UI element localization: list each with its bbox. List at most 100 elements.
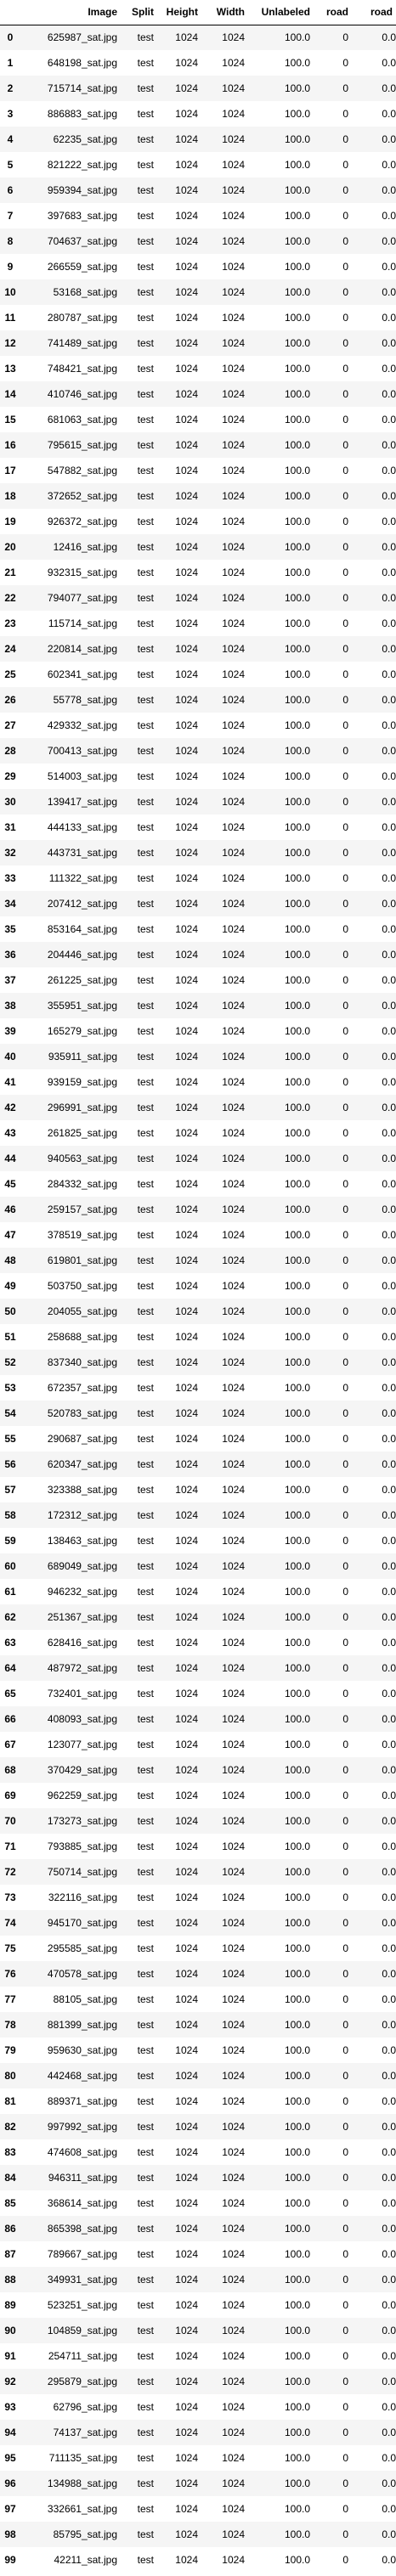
cell-width: 1024 [222, 719, 245, 731]
cell-unlabeled: 100.0 [284, 1662, 310, 1674]
cell-road: 0 [342, 1382, 348, 1394]
cell-unlabeled: 100.0 [284, 133, 310, 145]
cell-unlabeled: 100.0 [284, 1611, 310, 1623]
cell-road-2: 0.0 [382, 261, 396, 273]
cell-image: 280787_sat.jpg [47, 312, 117, 324]
cell-road: 0 [342, 1178, 348, 1190]
cell-road-2: 0.0 [382, 1356, 396, 1368]
table-row: 56 620347_sat.jpg test 1024 1024 100.0 0 0.0 [0, 1451, 396, 1477]
cell-road: 0 [342, 2325, 348, 2336]
cell-image: 88105_sat.jpg [53, 1993, 117, 2005]
cell-height: 1024 [175, 2299, 198, 2311]
cell-image: 444133_sat.jpg [47, 821, 117, 833]
row-index: 78 [4, 2019, 16, 2031]
cell-image: 251367_sat.jpg [47, 1611, 117, 1623]
cell-width: 1024 [222, 592, 245, 604]
cell-image: 123077_sat.jpg [47, 1739, 117, 1750]
cell-road: 0 [342, 770, 348, 782]
cell-height: 1024 [175, 796, 198, 808]
row-index: 32 [4, 847, 16, 859]
table-row: 58 172312_sat.jpg test 1024 1024 100.0 0 0.0 [0, 1502, 396, 1528]
row-index: 56 [4, 1458, 16, 1470]
table-row: 81 889371_sat.jpg test 1024 1024 100.0 0 0.0 [0, 2088, 396, 2114]
cell-unlabeled: 100.0 [284, 363, 310, 375]
cell-unlabeled: 100.0 [284, 2477, 310, 2489]
cell-height: 1024 [175, 490, 198, 502]
cell-split: test [137, 1127, 154, 1139]
row-index: 31 [4, 821, 16, 833]
cell-height: 1024 [175, 1000, 198, 1012]
cell-road-2: 0.0 [382, 898, 396, 910]
cell-height: 1024 [175, 1509, 198, 1521]
cell-road: 0 [342, 2172, 348, 2184]
cell-road: 0 [342, 1051, 348, 1063]
cell-road: 0 [342, 133, 348, 145]
cell-unlabeled: 100.0 [284, 1153, 310, 1164]
cell-height: 1024 [175, 1790, 198, 1801]
cell-image: 959630_sat.jpg [47, 2044, 117, 2056]
cell-split: test [137, 31, 154, 44]
cell-road: 0 [342, 2554, 348, 2566]
row-index: 14 [4, 388, 16, 400]
table-row: 66 408093_sat.jpg test 1024 1024 100.0 0 0.0 [0, 1706, 396, 1732]
cell-road: 0 [342, 57, 348, 69]
cell-unlabeled: 100.0 [284, 1102, 310, 1113]
cell-split: test [137, 2019, 154, 2031]
cell-height: 1024 [175, 541, 198, 553]
cell-width: 1024 [222, 1178, 245, 1190]
cell-road: 0 [342, 363, 348, 375]
row-index: 71 [4, 1840, 16, 1852]
cell-road: 0 [342, 2070, 348, 2082]
cell-unlabeled: 100.0 [284, 949, 310, 961]
table-row: 26 55778_sat.jpg test 1024 1024 100.0 0 0.0 [0, 687, 396, 713]
cell-road-2: 0.0 [382, 643, 396, 655]
cell-road-2: 0.0 [382, 286, 396, 298]
cell-unlabeled: 100.0 [284, 2376, 310, 2387]
cell-road: 0 [342, 1637, 348, 1649]
cell-image: 220814_sat.jpg [47, 643, 117, 655]
cell-road: 0 [342, 2350, 348, 2362]
row-index: 23 [4, 617, 16, 629]
cell-unlabeled: 100.0 [284, 1433, 310, 1445]
cell-road: 0 [342, 1000, 348, 1012]
table-header: Image Split Height Width Unlabeled road … [0, 0, 396, 25]
cell-road-2: 0.0 [382, 1509, 396, 1521]
cell-road-2: 0.0 [382, 566, 396, 578]
cell-split: test [137, 2146, 154, 2158]
cell-road: 0 [342, 210, 348, 222]
cell-width: 1024 [222, 388, 245, 400]
cell-road: 0 [342, 1739, 348, 1750]
cell-height: 1024 [175, 694, 198, 706]
cell-width: 1024 [222, 847, 245, 859]
row-index: 22 [4, 592, 16, 604]
cell-unlabeled: 100.0 [284, 1178, 310, 1190]
cell-height: 1024 [175, 2146, 198, 2158]
cell-road: 0 [342, 847, 348, 859]
cell-road-2: 0.0 [382, 439, 396, 451]
table-row: 61 946232_sat.jpg test 1024 1024 100.0 0 0.0 [0, 1579, 396, 1604]
table-row: 54 520783_sat.jpg test 1024 1024 100.0 0 0.0 [0, 1401, 396, 1426]
cell-image: 837340_sat.jpg [47, 1356, 117, 1368]
cell-image: 138463_sat.jpg [47, 1535, 117, 1547]
cell-height: 1024 [175, 1407, 198, 1419]
cell-split: test [137, 2350, 154, 2362]
cell-unlabeled: 100.0 [284, 388, 310, 400]
cell-unlabeled: 100.0 [284, 414, 310, 426]
cell-unlabeled: 100.0 [284, 770, 310, 782]
cell-split: test [137, 1764, 154, 1776]
cell-width: 1024 [222, 261, 245, 273]
cell-road: 0 [342, 1331, 348, 1343]
row-index: 12 [4, 337, 16, 349]
cell-height: 1024 [175, 1611, 198, 1623]
cell-road-2: 0.0 [382, 1866, 396, 1878]
cell-height: 1024 [175, 949, 198, 961]
cell-height: 1024 [175, 2452, 198, 2464]
cell-road: 0 [342, 2503, 348, 2515]
cell-unlabeled: 100.0 [284, 617, 310, 629]
table-row: 37 261225_sat.jpg test 1024 1024 100.0 0 0.0 [0, 967, 396, 993]
cell-road-2: 0.0 [382, 1993, 396, 2005]
table-row: 40 935911_sat.jpg test 1024 1024 100.0 0 0.0 [0, 1044, 396, 1069]
cell-unlabeled: 100.0 [284, 235, 310, 247]
cell-width: 1024 [222, 1586, 245, 1598]
cell-road-2: 0.0 [382, 235, 396, 247]
